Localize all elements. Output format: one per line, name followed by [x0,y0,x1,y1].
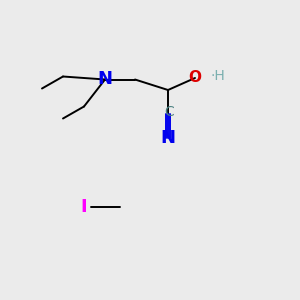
Text: ·H: ·H [210,70,225,83]
Text: O: O [188,70,202,86]
Text: N: N [160,129,175,147]
Text: C: C [165,105,174,118]
Text: I: I [81,198,87,216]
Text: N: N [98,70,112,88]
